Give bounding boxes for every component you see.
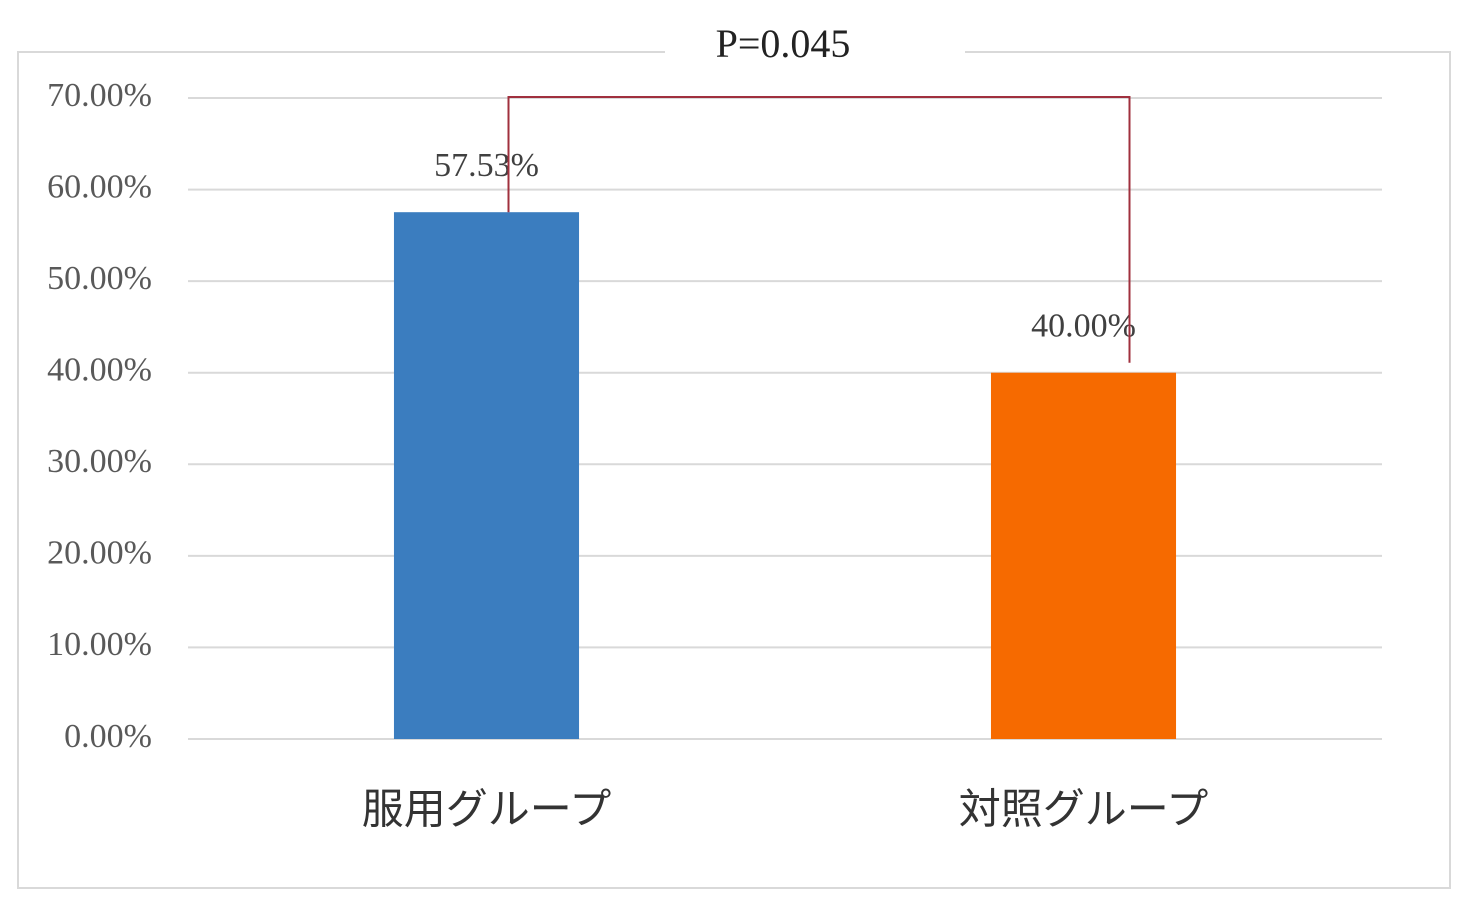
- x-tick-label: 対照グループ: [959, 785, 1208, 834]
- chart-title: P=0.045: [716, 21, 851, 66]
- value-label: 40.00%: [1031, 308, 1136, 345]
- y-tick-label: 0.00%: [64, 718, 152, 755]
- y-tick-label: 60.00%: [47, 168, 152, 205]
- chart-border: [17, 51, 1451, 889]
- y-tick-label: 20.00%: [47, 535, 152, 572]
- value-label: 57.53%: [434, 147, 539, 184]
- title-background: [665, 30, 965, 70]
- y-tick-label: 10.00%: [47, 626, 152, 663]
- y-tick-label: 40.00%: [47, 352, 152, 389]
- bar: [990, 372, 1177, 739]
- y-tick-label: 70.00%: [47, 77, 152, 114]
- y-tick-label: 30.00%: [47, 443, 152, 480]
- bar: [393, 212, 580, 739]
- significance-bracket: [507, 96, 1131, 363]
- x-tick-label: 服用グループ: [362, 785, 611, 834]
- y-tick-label: 50.00%: [47, 260, 152, 297]
